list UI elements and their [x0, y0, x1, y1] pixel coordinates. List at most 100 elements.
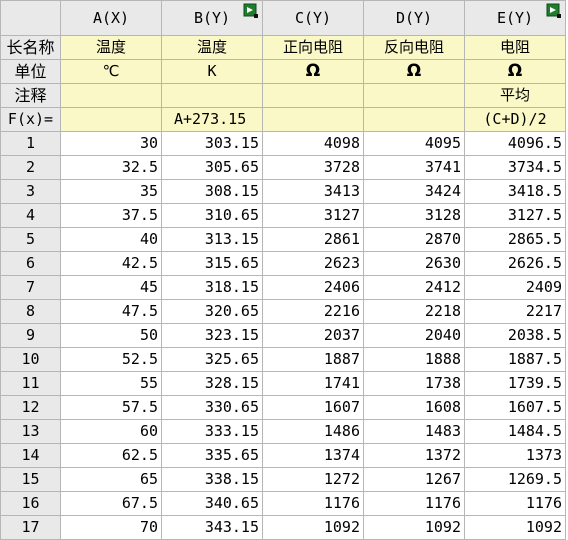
data-cell[interactable]: 1267	[363, 467, 465, 492]
data-cell[interactable]: 32.5	[60, 155, 162, 180]
data-cell[interactable]: 2626.5	[464, 251, 566, 276]
data-cell[interactable]: 2037	[262, 323, 364, 348]
data-cell[interactable]: 70	[60, 515, 162, 540]
data-cell[interactable]: 50	[60, 323, 162, 348]
data-cell[interactable]: 2218	[363, 299, 465, 324]
long-name-cell[interactable]: 温度	[60, 35, 162, 60]
data-cell[interactable]: 67.5	[60, 491, 162, 516]
data-cell[interactable]: 2038.5	[464, 323, 566, 348]
data-cell[interactable]: 2040	[363, 323, 465, 348]
data-cell[interactable]: 1092	[262, 515, 364, 540]
data-cell[interactable]: 1176	[363, 491, 465, 516]
data-cell[interactable]: 2406	[262, 275, 364, 300]
row-number-header[interactable]: 16	[0, 491, 61, 516]
data-cell[interactable]: 3127	[262, 203, 364, 228]
data-cell[interactable]: 325.65	[161, 347, 263, 372]
long-name-cell[interactable]: 温度	[161, 35, 263, 60]
units-cell[interactable]: Ω	[363, 59, 465, 84]
formula-cell[interactable]	[262, 107, 364, 132]
units-cell[interactable]: ℃	[60, 59, 162, 84]
column-header-d[interactable]: D(Y)	[363, 0, 465, 36]
data-cell[interactable]: 1373	[464, 443, 566, 468]
data-cell[interactable]: 2412	[363, 275, 465, 300]
data-cell[interactable]: 47.5	[60, 299, 162, 324]
data-cell[interactable]: 35	[60, 179, 162, 204]
row-number-header[interactable]: 13	[0, 419, 61, 444]
data-cell[interactable]: 1176	[262, 491, 364, 516]
data-cell[interactable]: 65	[60, 467, 162, 492]
column-header-c[interactable]: C(Y)	[262, 0, 364, 36]
data-cell[interactable]: 1484.5	[464, 419, 566, 444]
data-cell[interactable]: 320.65	[161, 299, 263, 324]
comments-cell[interactable]: 平均	[464, 83, 566, 108]
data-cell[interactable]: 310.65	[161, 203, 263, 228]
formula-cell[interactable]: A+273.15	[161, 107, 263, 132]
formula-cell[interactable]	[363, 107, 465, 132]
row-number-header[interactable]: 8	[0, 299, 61, 324]
row-number-header[interactable]: 1	[0, 131, 61, 156]
select-all-corner[interactable]	[0, 0, 61, 36]
column-formula-icon[interactable]	[243, 3, 259, 19]
data-cell[interactable]: 338.15	[161, 467, 263, 492]
data-cell[interactable]: 1486	[262, 419, 364, 444]
data-cell[interactable]: 4095	[363, 131, 465, 156]
data-cell[interactable]: 1607.5	[464, 395, 566, 420]
data-cell[interactable]: 1372	[363, 443, 465, 468]
data-cell[interactable]: 3127.5	[464, 203, 566, 228]
data-cell[interactable]: 3413	[262, 179, 364, 204]
row-label-formula[interactable]: F(x)=	[0, 107, 61, 132]
row-label-units[interactable]: 单位	[0, 59, 61, 84]
formula-cell[interactable]	[60, 107, 162, 132]
data-cell[interactable]: 335.65	[161, 443, 263, 468]
row-number-header[interactable]: 14	[0, 443, 61, 468]
data-cell[interactable]: 328.15	[161, 371, 263, 396]
column-header-e[interactable]: E(Y)	[464, 0, 566, 36]
row-number-header[interactable]: 7	[0, 275, 61, 300]
data-cell[interactable]: 3418.5	[464, 179, 566, 204]
data-cell[interactable]: 330.65	[161, 395, 263, 420]
data-cell[interactable]: 3734.5	[464, 155, 566, 180]
data-cell[interactable]: 4096.5	[464, 131, 566, 156]
row-number-header[interactable]: 11	[0, 371, 61, 396]
row-number-header[interactable]: 15	[0, 467, 61, 492]
formula-cell[interactable]: (C+D)/2	[464, 107, 566, 132]
data-cell[interactable]: 340.65	[161, 491, 263, 516]
data-cell[interactable]: 60	[60, 419, 162, 444]
data-cell[interactable]: 1608	[363, 395, 465, 420]
data-cell[interactable]: 3424	[363, 179, 465, 204]
data-cell[interactable]: 2217	[464, 299, 566, 324]
data-cell[interactable]: 1887.5	[464, 347, 566, 372]
data-cell[interactable]: 1092	[464, 515, 566, 540]
data-cell[interactable]: 55	[60, 371, 162, 396]
data-cell[interactable]: 323.15	[161, 323, 263, 348]
data-cell[interactable]: 1092	[363, 515, 465, 540]
data-cell[interactable]: 2630	[363, 251, 465, 276]
data-cell[interactable]: 1269.5	[464, 467, 566, 492]
data-cell[interactable]: 2870	[363, 227, 465, 252]
data-cell[interactable]: 1739.5	[464, 371, 566, 396]
units-cell[interactable]: K	[161, 59, 263, 84]
data-cell[interactable]: 3728	[262, 155, 364, 180]
column-header-a[interactable]: A(X)	[60, 0, 162, 36]
data-cell[interactable]: 313.15	[161, 227, 263, 252]
data-cell[interactable]: 1888	[363, 347, 465, 372]
data-cell[interactable]: 2623	[262, 251, 364, 276]
data-cell[interactable]: 1741	[262, 371, 364, 396]
comments-cell[interactable]	[161, 83, 263, 108]
data-cell[interactable]: 1483	[363, 419, 465, 444]
units-cell[interactable]: Ω	[464, 59, 566, 84]
data-cell[interactable]: 308.15	[161, 179, 263, 204]
data-cell[interactable]: 343.15	[161, 515, 263, 540]
data-cell[interactable]: 3128	[363, 203, 465, 228]
data-cell[interactable]: 305.65	[161, 155, 263, 180]
row-number-header[interactable]: 10	[0, 347, 61, 372]
data-cell[interactable]: 2861	[262, 227, 364, 252]
data-cell[interactable]: 45	[60, 275, 162, 300]
comments-cell[interactable]	[262, 83, 364, 108]
row-number-header[interactable]: 12	[0, 395, 61, 420]
data-cell[interactable]: 303.15	[161, 131, 263, 156]
data-cell[interactable]: 315.65	[161, 251, 263, 276]
column-header-b[interactable]: B(Y)	[161, 0, 263, 36]
data-cell[interactable]: 333.15	[161, 419, 263, 444]
data-cell[interactable]: 42.5	[60, 251, 162, 276]
